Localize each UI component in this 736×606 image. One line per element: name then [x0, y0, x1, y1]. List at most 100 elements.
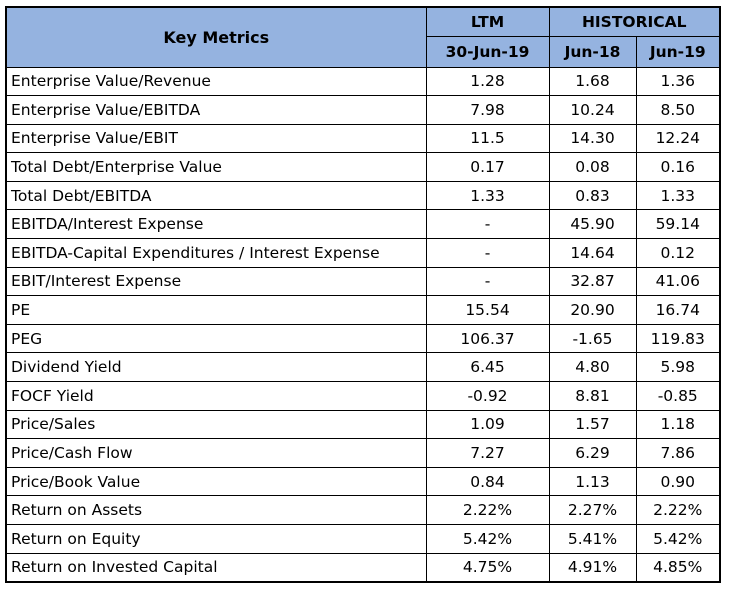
ltm-value: - [425, 209, 550, 240]
ltm-value: 4.75% [425, 552, 550, 583]
jun18-value: 32.87 [548, 266, 637, 297]
key-metrics-header: Key Metrics [5, 6, 427, 68]
jun18-value: 8.81 [548, 381, 637, 411]
jun18-value: 4.80 [548, 352, 637, 383]
metric-label: Return on Invested Capital [5, 552, 427, 583]
jun19-header: Jun-19 [635, 35, 721, 68]
table-row: Price/Book Value 0.84 1.13 0.90 [5, 466, 721, 497]
ltm-value: 1.33 [425, 180, 550, 211]
jun19-value: 16.74 [635, 295, 721, 325]
jun19-value: 59.14 [635, 209, 721, 240]
jun18-value: 14.30 [548, 123, 637, 154]
jun18-value: 2.27% [548, 495, 637, 525]
jun18-value: 45.90 [548, 209, 637, 240]
jun18-value: -1.65 [548, 323, 637, 354]
header-row-2: 30-Jun-19 Jun-18 Jun-19 [6, 35, 721, 68]
header-row-1: Key Metrics LTM HISTORICAL [5, 6, 721, 68]
jun18-value: 4.91% [548, 552, 637, 583]
jun18-value: 10.24 [548, 95, 637, 125]
jun19-value: 0.16 [635, 152, 721, 182]
metric-label: EBITDA/Interest Expense [5, 209, 427, 240]
metric-label: PE [5, 295, 427, 325]
jun19-value: 7.86 [635, 438, 721, 468]
table-row: PEG 106.37 -1.65 119.83 [5, 323, 721, 354]
table-row: Total Debt/EBITDA 1.33 0.83 1.33 [5, 180, 721, 211]
jun18-value: 6.29 [548, 438, 637, 468]
ltm-value: 106.37 [425, 323, 550, 354]
jun18-value: 14.64 [548, 238, 637, 268]
metric-label: EBITDA-Capital Expenditures / Interest E… [5, 238, 427, 268]
table-header: Key Metrics LTM HISTORICAL 30-Jun-19 Jun… [5, 6, 721, 68]
ltm-value: 15.54 [425, 295, 550, 325]
jun19-value: 119.83 [635, 323, 721, 354]
metric-label: Price/Cash Flow [5, 438, 427, 468]
table-row: EBITDA/Interest Expense -45.90 59.14 [5, 209, 721, 240]
table-row: Enterprise Value/EBIT 11.5 14.30 12.24 [5, 123, 721, 154]
metric-label: Total Debt/Enterprise Value [5, 152, 427, 182]
ltm-date-header: 30-Jun-19 [425, 35, 550, 68]
metrics-table-container: Key Metrics LTM HISTORICAL 30-Jun-19 Jun… [5, 6, 721, 583]
table-row: FOCF Yield -0.92 8.81 -0.85 [5, 381, 721, 411]
jun19-value: 4.85% [635, 552, 721, 583]
metric-label: Price/Sales [5, 409, 427, 440]
table-row: Return on Equity 5.42% 5.41% 5.42% [5, 524, 721, 554]
jun19-value: 0.90 [635, 466, 721, 497]
metric-label: EBIT/Interest Expense [5, 266, 427, 297]
ltm-value: 11.5 [425, 123, 550, 154]
jun19-value: 1.36 [635, 66, 721, 97]
ltm-value: 1.28 [425, 66, 550, 97]
table-row: Price/Sales 1.09 1.57 1.18 [5, 409, 721, 440]
table-row: Enterprise Value/Revenue 1.28 1.68 1.36 [5, 66, 721, 97]
jun18-value: 1.57 [548, 409, 637, 440]
table-row: PE 15.54 20.90 16.74 [5, 295, 721, 325]
historical-header: HISTORICAL [548, 6, 721, 37]
ltm-value: 1.09 [425, 409, 550, 440]
jun18-value: 0.08 [548, 152, 637, 182]
ltm-value: - [425, 238, 550, 268]
metric-label: Return on Equity [5, 524, 427, 554]
jun19-value: 5.42% [635, 524, 721, 554]
jun19-value: 1.33 [635, 180, 721, 211]
jun18-header: Jun-18 [548, 35, 637, 68]
table-row: Enterprise Value/EBITDA 7.98 10.24 8.50 [5, 95, 721, 125]
metric-label: Price/Book Value [5, 466, 427, 497]
jun19-value: 0.12 [635, 238, 721, 268]
ltm-value: 7.27 [425, 438, 550, 468]
table-row: Return on Invested Capital 4.75% 4.91% 4.85… [5, 552, 721, 583]
ltm-value: -0.92 [425, 381, 550, 411]
ltm-value: - [425, 266, 550, 297]
jun19-value: 1.18 [635, 409, 721, 440]
ltm-value: 0.17 [425, 152, 550, 182]
jun18-value: 5.41% [548, 524, 637, 554]
metric-label: Dividend Yield [5, 352, 427, 383]
metric-label: Total Debt/EBITDA [5, 180, 427, 211]
table-row: EBIT/Interest Expense -32.87 41.06 [5, 266, 721, 297]
jun19-value: 12.24 [635, 123, 721, 154]
ltm-value: 7.98 [425, 95, 550, 125]
jun18-value: 1.68 [548, 66, 637, 97]
jun19-value: -0.85 [635, 381, 721, 411]
jun18-value: 1.13 [548, 466, 637, 497]
metric-label: Enterprise Value/EBIT [5, 123, 427, 154]
metric-label: PEG [5, 323, 427, 354]
jun19-value: 5.98 [635, 352, 721, 383]
ltm-value: 2.22% [425, 495, 550, 525]
table-body: Enterprise Value/Revenue 1.28 1.68 1.36 Ente… [5, 66, 721, 583]
ltm-value: 5.42% [425, 524, 550, 554]
jun19-value: 41.06 [635, 266, 721, 297]
table-row: EBITDA-Capital Expenditures / Interest E… [5, 238, 721, 268]
ltm-header: LTM [425, 6, 550, 37]
table-row: Price/Cash Flow 7.27 6.29 7.86 [5, 438, 721, 468]
jun19-value: 2.22% [635, 495, 721, 525]
metric-label: Enterprise Value/EBITDA [5, 95, 427, 125]
metric-label: Return on Assets [5, 495, 427, 525]
metric-label: FOCF Yield [5, 381, 427, 411]
table-row: Return on Assets 2.22% 2.27% 2.22% [5, 495, 721, 525]
jun18-value: 20.90 [548, 295, 637, 325]
ltm-value: 6.45 [425, 352, 550, 383]
ltm-value: 0.84 [425, 466, 550, 497]
metric-label: Enterprise Value/Revenue [5, 66, 427, 97]
table-row: Total Debt/Enterprise Value 0.17 0.08 0.16 [5, 152, 721, 182]
key-metrics-table: Key Metrics LTM HISTORICAL 30-Jun-19 Jun… [5, 6, 721, 583]
jun19-value: 8.50 [635, 95, 721, 125]
